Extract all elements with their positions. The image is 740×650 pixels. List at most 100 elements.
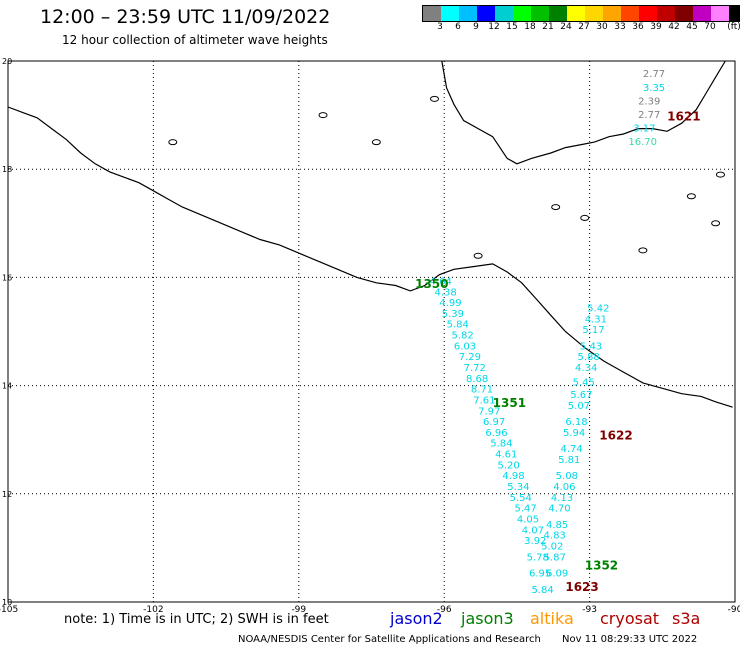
wave-height-value: 7.97 bbox=[478, 406, 500, 417]
map-subtitle: 12 hour collection of altimeter wave hei… bbox=[62, 33, 328, 47]
latitude-label: 20 bbox=[2, 57, 12, 66]
wave-height-value: 4.13 bbox=[551, 493, 573, 504]
wave-height-value: 5.88 bbox=[577, 352, 599, 363]
color-swatch bbox=[549, 6, 567, 21]
color-swatch bbox=[711, 6, 729, 21]
lake-outline bbox=[168, 139, 178, 146]
wave-height-value: 3.17 bbox=[633, 123, 655, 134]
latitude-label: 16 bbox=[2, 273, 12, 282]
footer: NOAA/NESDIS Center for Satellite Applica… bbox=[238, 634, 697, 645]
wave-height-value: 8.71 bbox=[471, 385, 493, 396]
longitude-label: -90 bbox=[728, 605, 740, 615]
longitude-label: -93 bbox=[582, 605, 597, 615]
color-scale-label: (ft) bbox=[727, 22, 740, 32]
color-scale-label: 70 bbox=[704, 22, 716, 32]
color-scale-bar bbox=[422, 5, 740, 22]
wave-height-value: 5.54 bbox=[510, 493, 532, 504]
wave-height-value: 5.39 bbox=[442, 309, 464, 320]
gulf-coastline bbox=[441, 60, 726, 165]
wave-height-value: 5.82 bbox=[451, 331, 473, 342]
color-swatch bbox=[423, 6, 441, 21]
wave-height-value: 6.18 bbox=[565, 417, 587, 428]
wave-height-value: 4.99 bbox=[439, 298, 461, 309]
latitude-label: 18 bbox=[2, 165, 12, 174]
wave-height-value: 5.94 bbox=[563, 428, 585, 439]
color-swatch bbox=[513, 6, 531, 21]
color-swatch bbox=[459, 6, 477, 21]
wave-height-value: 7.72 bbox=[464, 363, 486, 374]
wave-height-value: 5.02 bbox=[541, 542, 563, 553]
footer-timestamp: Nov 11 08:29:33 UTC 2022 bbox=[562, 634, 698, 645]
color-scale-label: 24 bbox=[560, 22, 572, 32]
wave-height-value: 5.67 bbox=[570, 390, 592, 401]
map-frame bbox=[7, 60, 736, 603]
wave-height-value: 4.07 bbox=[522, 525, 544, 536]
color-scale-label: 27 bbox=[578, 22, 590, 32]
wave-height-value: 5.47 bbox=[514, 504, 536, 515]
legend-jason3: jason3 bbox=[461, 609, 514, 628]
color-swatch bbox=[603, 6, 621, 21]
legend-s3a: s3a bbox=[672, 609, 701, 628]
wave-height-value: 4.98 bbox=[502, 471, 524, 482]
lake-outline bbox=[430, 95, 440, 102]
wave-height-value: 4.85 bbox=[546, 520, 568, 531]
color-swatch bbox=[621, 6, 639, 21]
color-scale-label: 42 bbox=[668, 22, 680, 32]
wave-height-labels: 2.773.352.392.773.1716.704.644.384.995.3… bbox=[430, 69, 666, 596]
color-swatch bbox=[585, 6, 603, 21]
wave-height-value: 6.09 bbox=[546, 569, 568, 580]
color-scale-label: 36 bbox=[632, 22, 644, 32]
latitude-label: 14 bbox=[2, 382, 12, 391]
wave-height-value: 7.29 bbox=[459, 352, 481, 363]
longitude-label: -96 bbox=[437, 605, 452, 615]
wave-height-value: 2.77 bbox=[643, 69, 665, 80]
color-swatch bbox=[639, 6, 657, 21]
wave-height-value: 5.34 bbox=[507, 482, 529, 493]
wave-height-value: 4.38 bbox=[435, 287, 457, 298]
map-title: 12:00 – 23:59 UTC 11/09/2022 bbox=[40, 6, 331, 28]
footer-credit: NOAA/NESDIS Center for Satellite Applica… bbox=[238, 634, 541, 645]
wave-height-value: 5.17 bbox=[582, 325, 604, 336]
lake-outline bbox=[638, 247, 648, 254]
color-swatch bbox=[693, 6, 711, 21]
color-scale-label: 9 bbox=[473, 22, 479, 32]
track-labels: 1350 1351 1352 1621 1622 1623 bbox=[415, 110, 700, 595]
coastline bbox=[7, 60, 733, 408]
track-time-label: 1351 bbox=[493, 396, 526, 410]
wave-height-value: 8.68 bbox=[466, 374, 488, 385]
color-scale-label: 15 bbox=[506, 22, 518, 32]
color-scale-label: 18 bbox=[524, 22, 536, 32]
color-scale-label: 6 bbox=[455, 22, 461, 32]
wave-height-value: 5.20 bbox=[498, 460, 520, 471]
wave-height-value: 4.61 bbox=[495, 450, 517, 461]
wave-height-value: 4.74 bbox=[561, 444, 583, 455]
color-swatch bbox=[729, 6, 740, 21]
wave-height-value: 2.39 bbox=[638, 96, 660, 107]
wave-height-value: 4.83 bbox=[544, 531, 566, 542]
color-scale-label: 45 bbox=[686, 22, 698, 32]
wave-height-value: 6.03 bbox=[454, 341, 476, 352]
track-time-label: 1352 bbox=[585, 559, 618, 573]
color-swatch bbox=[441, 6, 459, 21]
wave-height-value: 5.84 bbox=[531, 585, 553, 596]
track-time-label: 1623 bbox=[565, 580, 598, 594]
wave-height-value: 4.06 bbox=[553, 482, 575, 493]
longitude-label: -102 bbox=[143, 605, 163, 615]
color-scale-label: 3 bbox=[437, 22, 443, 32]
color-swatch bbox=[567, 6, 585, 21]
color-scale-label: 33 bbox=[614, 22, 626, 32]
wave-height-value: 3.35 bbox=[643, 83, 665, 94]
legend-cryosat: cryosat bbox=[600, 609, 660, 628]
lake-outline bbox=[371, 139, 381, 146]
color-swatch bbox=[657, 6, 675, 21]
graticule bbox=[8, 61, 735, 602]
wave-height-value: 6.96 bbox=[485, 428, 507, 439]
wave-height-value: 5.45 bbox=[573, 378, 595, 389]
color-swatch bbox=[495, 6, 513, 21]
wave-height-value: 4.31 bbox=[585, 314, 607, 325]
longitude-label: -99 bbox=[291, 605, 306, 615]
pacific-coastline bbox=[7, 106, 733, 408]
wave-height-value: 6.95 bbox=[529, 569, 551, 580]
legend-altika: altika bbox=[530, 609, 574, 628]
